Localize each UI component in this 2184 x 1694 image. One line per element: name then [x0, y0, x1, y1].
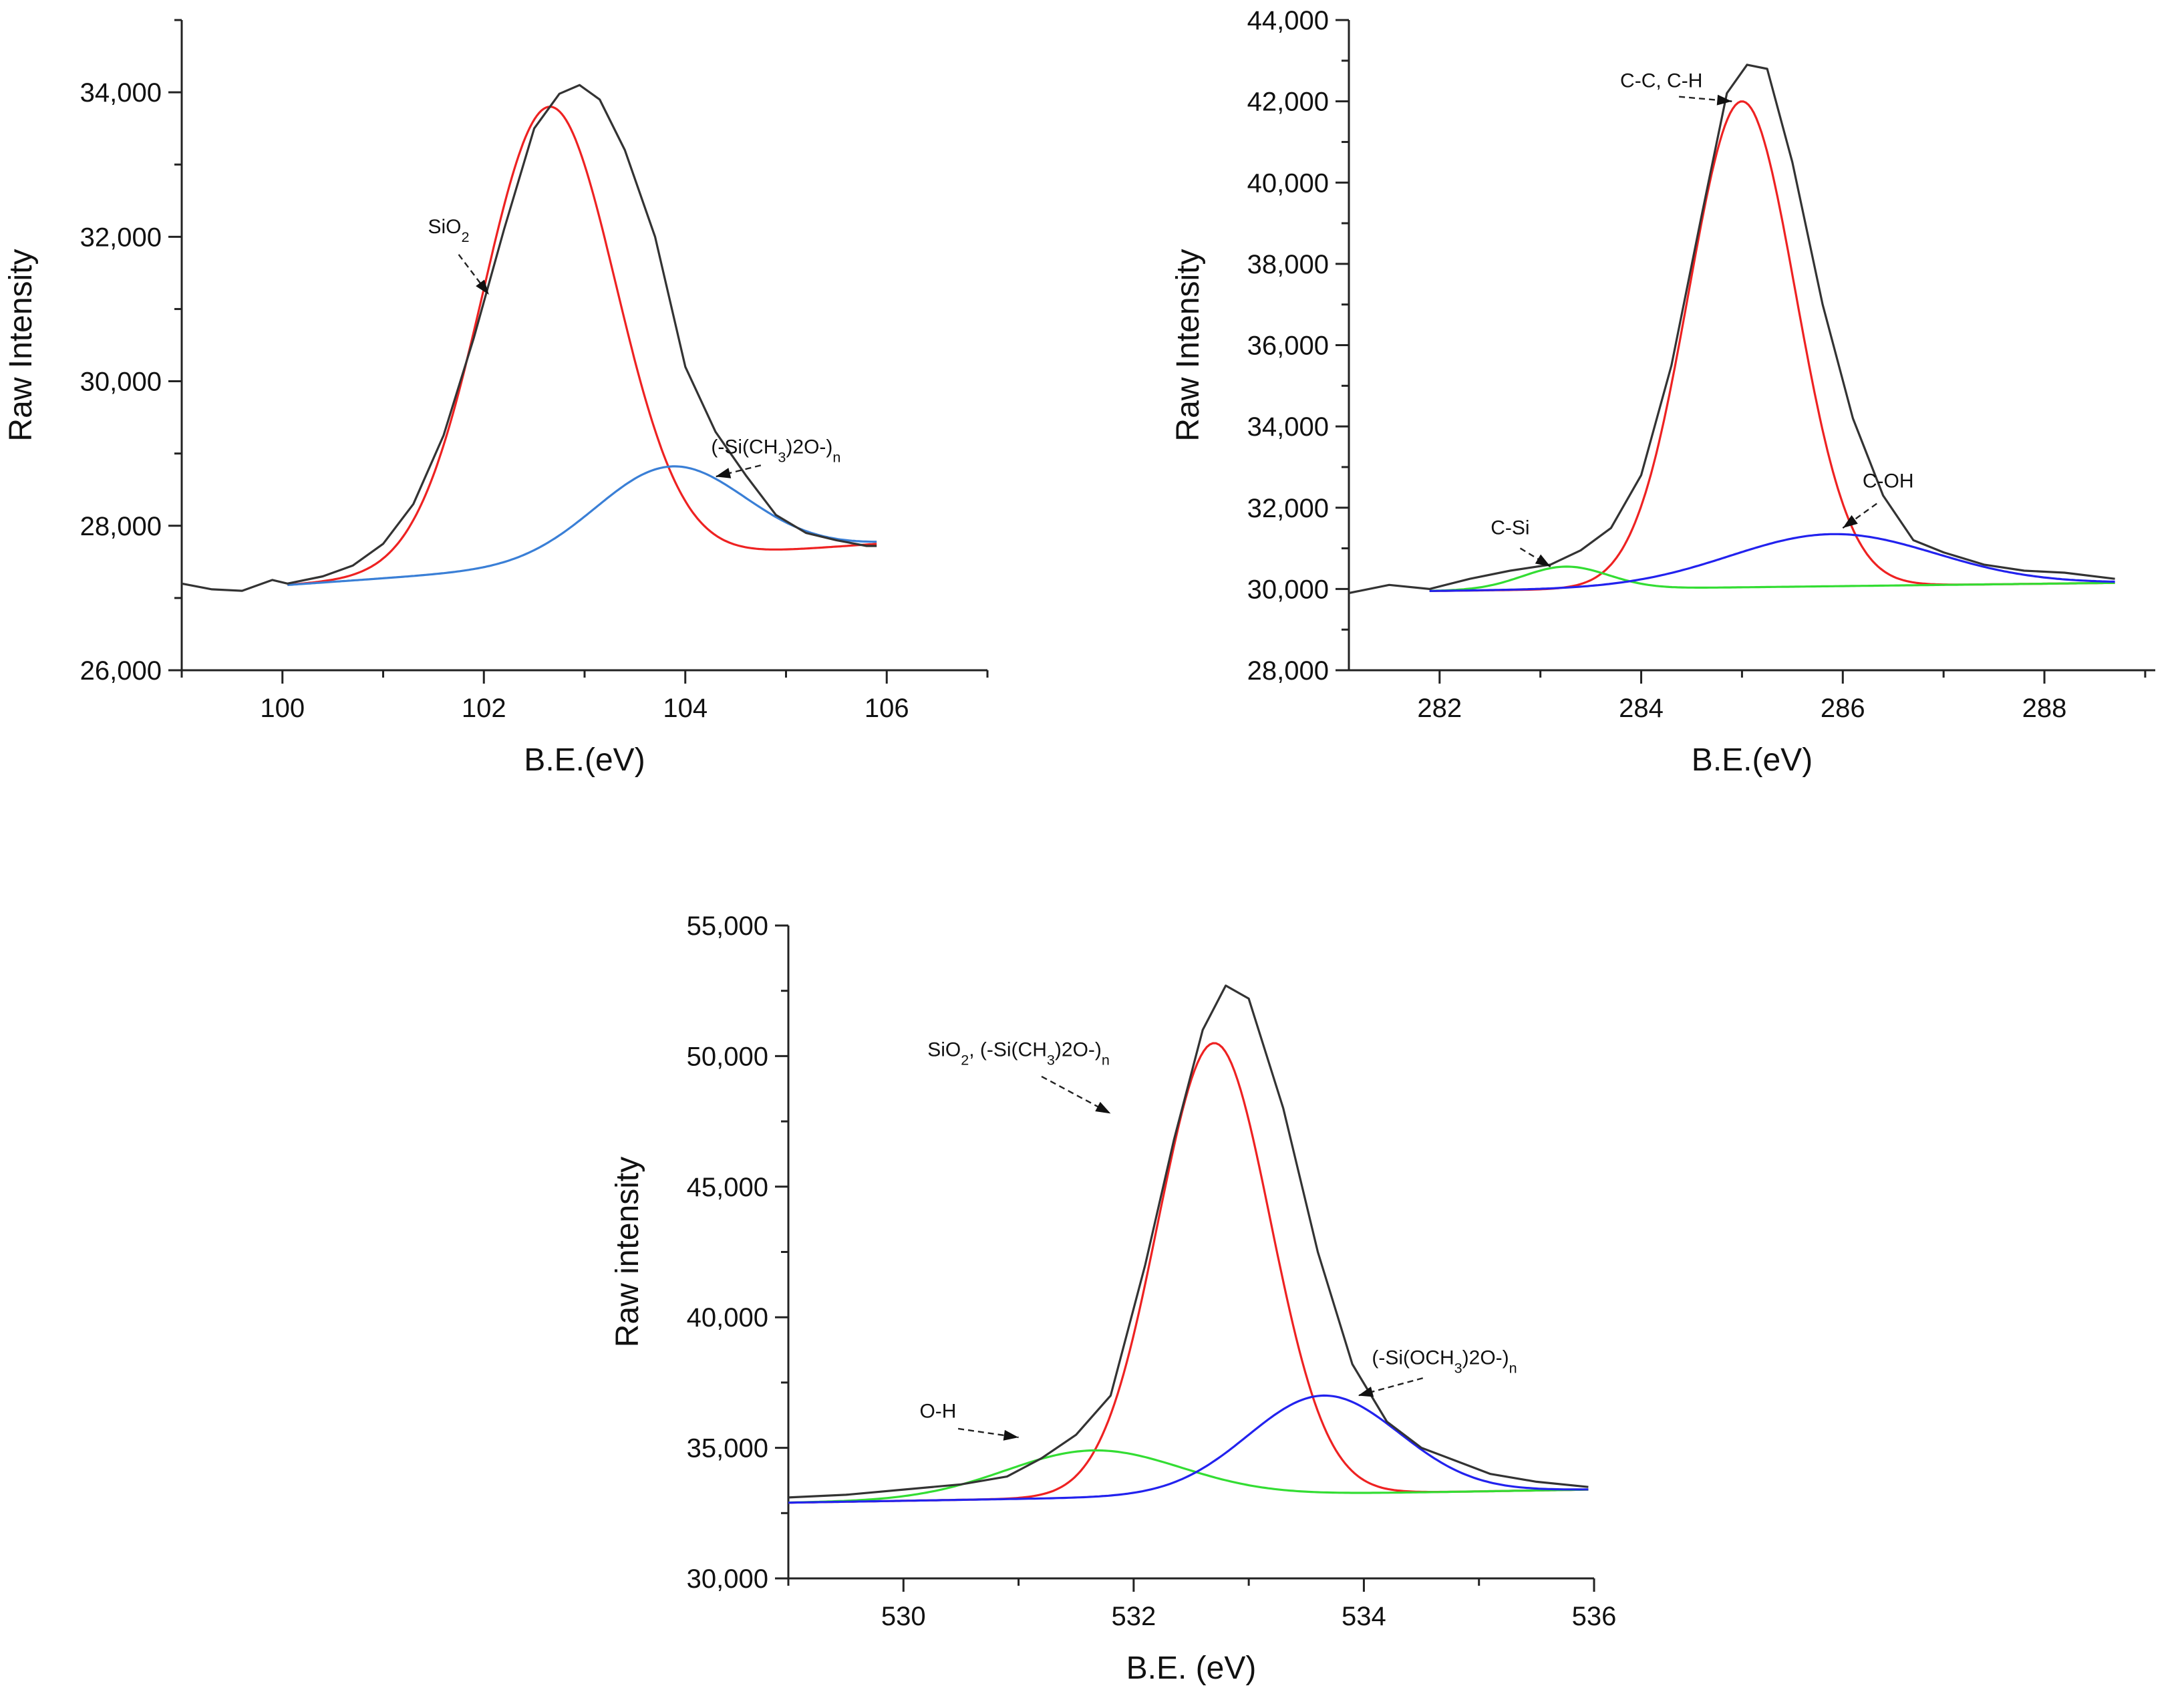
fit-component-2 [1429, 533, 2115, 592]
x-tick-label: 282 [1417, 694, 1462, 723]
y-tick-label: 55,000 [687, 911, 768, 941]
fit-component-1 [788, 1449, 1589, 1504]
y-tick-label: 26,000 [80, 656, 162, 686]
annotation-arrowhead [1003, 1429, 1019, 1441]
annotation-arrowhead [1535, 554, 1551, 567]
annotation-arrowhead [1358, 1386, 1374, 1397]
annotation-arrowhead [476, 279, 489, 295]
annotation-label: SiO2, (-Si(CH3)2O-)n [927, 1038, 1110, 1068]
annotation-label: C-C, C-H [1620, 69, 1702, 92]
x-tick-label: 100 [260, 694, 305, 723]
raw-data-line [788, 984, 1589, 1499]
raw-data-line [181, 84, 877, 592]
x-tick-label: 532 [1111, 1602, 1156, 1631]
x-tick-label: 534 [1342, 1602, 1386, 1631]
y-axis-title: Raw Intensity [1171, 249, 1206, 441]
fit-component-0 [287, 106, 877, 586]
raw-data-line [1348, 63, 2115, 595]
y-axis-title: Raw Intensity [3, 249, 39, 441]
annotation-label: (-Si(CH3)2O-)n [711, 436, 840, 466]
annotation-label: C-OH [1863, 470, 1914, 492]
y-tick-label: 36,000 [1247, 331, 1329, 361]
y-tick-label: 50,000 [687, 1042, 768, 1071]
x-axis-title: B.E.(eV) [1692, 742, 1813, 778]
fit-component-1 [287, 465, 877, 586]
y-tick-label: 30,000 [1247, 575, 1329, 604]
y-axis-title: Raw intensity [610, 1157, 645, 1347]
fit-component-0 [788, 1042, 1589, 1504]
y-tick-label: 40,000 [1247, 168, 1329, 198]
annotation-label: C-Si [1491, 517, 1529, 539]
annotation-arrowhead [715, 468, 732, 478]
x-axis-title: B.E. (eV) [1126, 1651, 1257, 1686]
y-tick-label: 44,000 [1247, 6, 1329, 35]
y-tick-label: 34,000 [80, 78, 162, 108]
chart-c1s: 282 284 286 288 28,000 30,000 32,000 34,000 36,0… [1171, 6, 2155, 778]
annotation-label: O-H [919, 1401, 956, 1423]
x-tick-label: 530 [881, 1602, 926, 1631]
x-tick-label: 106 [865, 694, 909, 723]
annotation-label: (-Si(OCH3)2O-)n [1372, 1347, 1517, 1377]
x-tick-label: 102 [462, 694, 506, 723]
y-tick-label: 28,000 [80, 512, 162, 541]
y-tick-label: 32,000 [80, 223, 162, 252]
y-tick-label: 28,000 [1247, 656, 1329, 686]
x-tick-label: 104 [663, 694, 708, 723]
annotation-leader [1519, 547, 1551, 567]
x-tick-label: 284 [1619, 694, 1664, 723]
x-tick-label: 288 [2022, 694, 2067, 723]
y-tick-label: 42,000 [1247, 88, 1329, 117]
y-tick-label: 35,000 [687, 1434, 768, 1463]
y-tick-label: 30,000 [80, 368, 162, 397]
y-tick-label: 34,000 [1247, 412, 1329, 442]
chart-o1s: 530 532 534 536 30,000 35,000 40,000 45,000 50,0… [610, 911, 1616, 1686]
chart-si2p: 100 102 104 106 26,000 28,000 30,000 32,000 34,0… [3, 19, 989, 778]
annotation-arrowhead [1095, 1101, 1111, 1114]
fit-component-2 [788, 1394, 1589, 1504]
y-tick-label: 38,000 [1247, 250, 1329, 279]
annotation-arrowhead [1716, 94, 1732, 106]
annotation-label: SiO2 [428, 216, 469, 245]
fit-component-1 [1429, 565, 2115, 592]
x-tick-label: 286 [1821, 694, 1865, 723]
annotation-leader [715, 464, 762, 478]
x-tick-label: 536 [1572, 1602, 1617, 1631]
y-tick-label: 32,000 [1247, 494, 1329, 523]
y-tick-label: 30,000 [687, 1564, 768, 1594]
annotation-arrowhead [1843, 515, 1858, 529]
y-tick-label: 45,000 [687, 1173, 768, 1202]
y-tick-label: 40,000 [687, 1303, 768, 1332]
fit-component-0 [1429, 100, 2115, 593]
x-axis-title: B.E.(eV) [524, 742, 645, 778]
